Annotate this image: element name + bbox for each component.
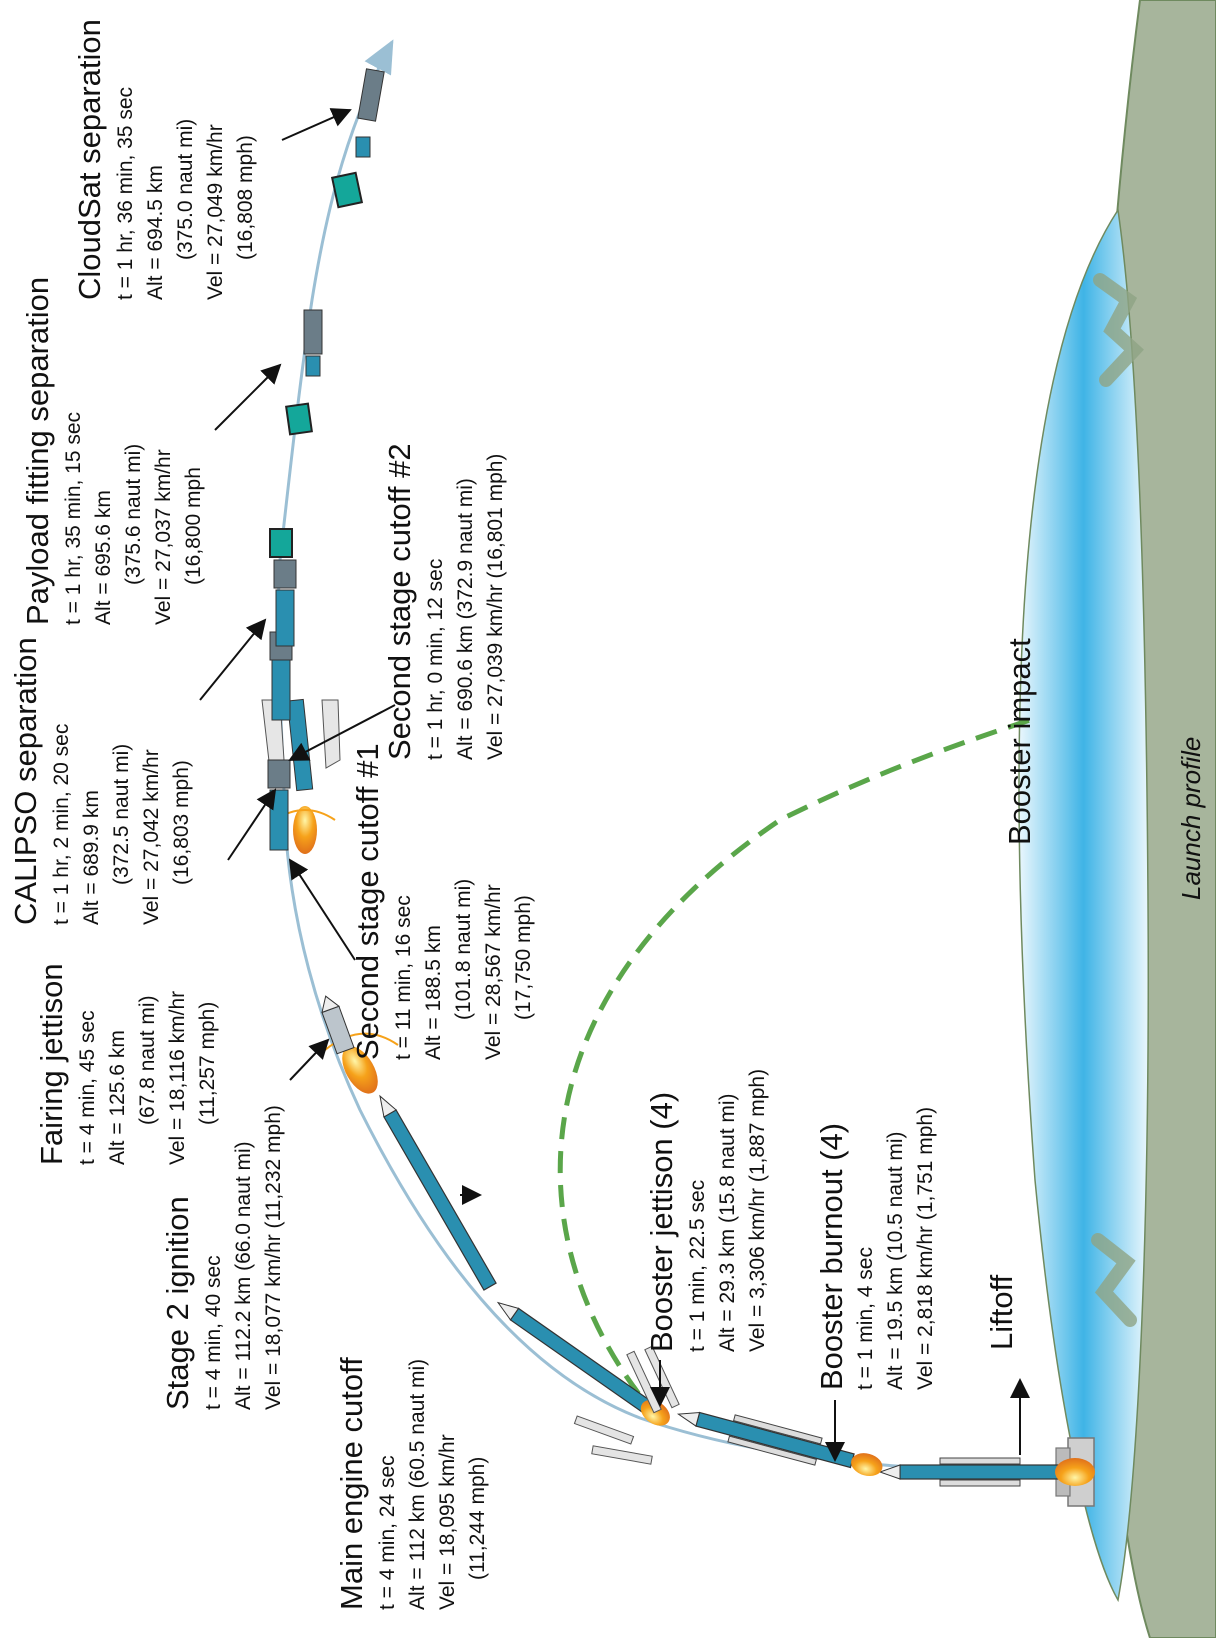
booster-impact-path [557, 717, 1031, 1422]
calipso-satellite [269, 528, 293, 558]
rocket-at-main-engine-cutoff [379, 1094, 497, 1291]
cloudsat-separation-nm: (375.0 naut mi) [174, 119, 197, 260]
calipso-separation-time: t = 1 hr, 2 min, 20 sec [50, 724, 73, 925]
stage-2-ignition-alt: Alt = 112.2 km (66.0 naut mi) [232, 1141, 255, 1410]
main-engine-cutoff-mph: (11,244 mph) [466, 1457, 489, 1580]
label-booster-jettison: Booster jettison (4) t = 1 min, 22.5 sec… [644, 1069, 769, 1352]
payload-fitting-separation-alt: Alt = 695.6 km [92, 490, 115, 625]
second-stage-cutoff-1-alt: Alt = 188.5 km [422, 925, 445, 1060]
booster-jettison-vel: Vel = 3,306 km/hr (1,887 mph) [746, 1069, 769, 1352]
main-engine-cutoff-alt: Alt = 112 km (60.5 naut mi) [406, 1359, 429, 1610]
booster-jettison-time: t = 1 min, 22.5 sec [686, 1180, 709, 1352]
second-stage-cutoff-2-vel: Vel = 27,039 km/hr (16,801 mph) [484, 454, 507, 760]
payload-fitting-separation-time: t = 1 hr, 35 min, 15 sec [62, 412, 85, 625]
booster-jettison-title: Booster jettison (4) [644, 1092, 679, 1352]
stage-2-ignition-time: t = 4 min, 40 sec [202, 1255, 225, 1410]
fairing-jettison-vel: Vel = 18,116 km/hr [166, 991, 189, 1165]
booster-jettison-alt: Alt = 29.3 km (15.8 naut mi) [716, 1093, 739, 1352]
payload-fitting [285, 402, 313, 436]
main-engine-cutoff-title: Main engine cutoff [334, 1357, 369, 1610]
pointer-arrows [199, 108, 1030, 1462]
ocean [1018, 207, 1149, 1603]
stage-2-ignition-title: Stage 2 ignition [160, 1196, 195, 1410]
fairing-jettison-time: t = 4 min, 45 sec [76, 1010, 99, 1165]
booster-burnout-time: t = 1 min, 4 sec [854, 1247, 877, 1390]
label-liftoff: Liftoff [984, 1274, 1019, 1350]
payload-fitting-separation-vel: Vel = 27,037 km/hr [152, 449, 175, 625]
label-second-stage-cutoff-1: Second stage cutoff #1 t = 11 min, 16 se… [350, 739, 535, 1060]
coast-detail [1091, 273, 1144, 1327]
second-stage-cutoff-1-time: t = 11 min, 16 sec [392, 895, 415, 1060]
label-booster-impact: Booster impact [1002, 638, 1037, 845]
cloudsat-separation-vel: Vel = 27,049 km/hr [204, 124, 227, 300]
fairing-jettison-mph: (11,257 mph) [196, 1002, 219, 1125]
calipso-separation-alt: Alt = 689.9 km [80, 790, 103, 925]
cloudsat-separation-title: CloudSat separation [72, 19, 107, 300]
calipso-separation-nm: (372.5 naut mi) [110, 744, 133, 885]
second-stage-cutoff-2-title: Second stage cutoff #2 [382, 443, 417, 760]
main-engine-cutoff-vel: Vel = 18,095 km/hr [436, 1434, 459, 1610]
stage-2-ignition-flame [324, 1032, 399, 1094]
second-stage-cutoff-2-alt: Alt = 690.6 km (372.9 naut mi) [454, 478, 477, 760]
booster-impact-title: Booster impact [1002, 638, 1037, 845]
stage-2-ignition-vel: Vel = 18,077 km/hr (11,232 mph) [262, 1105, 285, 1410]
label-payload-fitting-separation: Payload fitting separation t = 1 hr, 35 … [20, 272, 205, 625]
rocket-at-liftoff [878, 1457, 1095, 1487]
second-stage-at-stage-2-ignition [321, 995, 355, 1055]
label-fairing-jettison: Fairing jettison t = 4 min, 45 sec Alt =… [34, 959, 219, 1165]
payload-fitting-separation-mph: (16,800 mph [182, 467, 205, 585]
label-stage-2-ignition: Stage 2 ignition t = 4 min, 40 sec Alt =… [160, 1105, 285, 1410]
second-stage-cutoff-2-time: t = 1 hr, 0 min, 12 sec [424, 559, 447, 760]
label-cloudsat-separation: CloudSat separation t = 1 hr, 36 min, 35… [72, 15, 257, 300]
figure-caption: Launch profile [1176, 737, 1206, 900]
booster-burnout-title: Booster burnout (4) [814, 1123, 849, 1390]
calipso-separation-vel: Vel = 27,042 km/hr [140, 749, 163, 925]
cloudsat-separation-mph: (16,808 mph) [234, 135, 257, 260]
second-stage-cutoff-1-mph: (17,750 mph) [512, 895, 535, 1020]
booster-burnout-alt: Alt = 19.5 km (10.5 naut mi) [884, 1131, 907, 1390]
cloudsat-satellite [330, 171, 364, 209]
second-stage-coast-3 [273, 559, 297, 647]
rocket-at-booster-burnout [676, 1411, 883, 1476]
calipso-separation-title: CALIPSO separation [8, 637, 43, 925]
label-calipso-separation: CALIPSO separation t = 1 hr, 2 min, 20 s… [8, 633, 193, 925]
second-stage-cutoff-1-nm: (101.8 naut mi) [452, 879, 475, 1020]
fairing-jettison-alt: Alt = 125.6 km [106, 1030, 129, 1165]
calipso-separation-mph: (16,803 mph) [170, 760, 193, 885]
label-second-stage-cutoff-2: Second stage cutoff #2 t = 1 hr, 0 min, … [382, 439, 507, 760]
second-stage-coast-1 [267, 759, 291, 851]
label-booster-burnout: Booster burnout (4) t = 1 min, 4 sec Alt… [814, 1107, 937, 1390]
upper-stage-after-cloudsat [355, 68, 385, 158]
label-main-engine-cutoff: Main engine cutoff t = 4 min, 24 sec Alt… [334, 1353, 489, 1610]
liftoff-title: Liftoff [984, 1274, 1019, 1350]
fairing-jettison-nm: (67.8 naut mi) [136, 995, 159, 1125]
booster-burnout-vel: Vel = 2,818 km/hr (1,751 mph) [914, 1107, 937, 1390]
upper-stage-after-payload-fitting [303, 309, 323, 377]
earth [1018, 0, 1216, 1638]
fairing-jettison-title: Fairing jettison [34, 963, 69, 1165]
main-engine-cutoff-time: t = 4 min, 24 sec [376, 1455, 399, 1610]
second-stage-cutoff-1-vel: Vel = 28,567 km/hr [482, 884, 505, 1060]
cloudsat-separation-time: t = 1 hr, 36 min, 35 sec [114, 87, 137, 300]
second-stage-cutoff-1-title: Second stage cutoff #1 [350, 743, 385, 1060]
payload-fitting-separation-title: Payload fitting separation [20, 277, 55, 625]
cloudsat-separation-alt: Alt = 694.5 km [144, 165, 167, 300]
payload-fitting-separation-nm: (375.6 naut mi) [122, 444, 145, 585]
